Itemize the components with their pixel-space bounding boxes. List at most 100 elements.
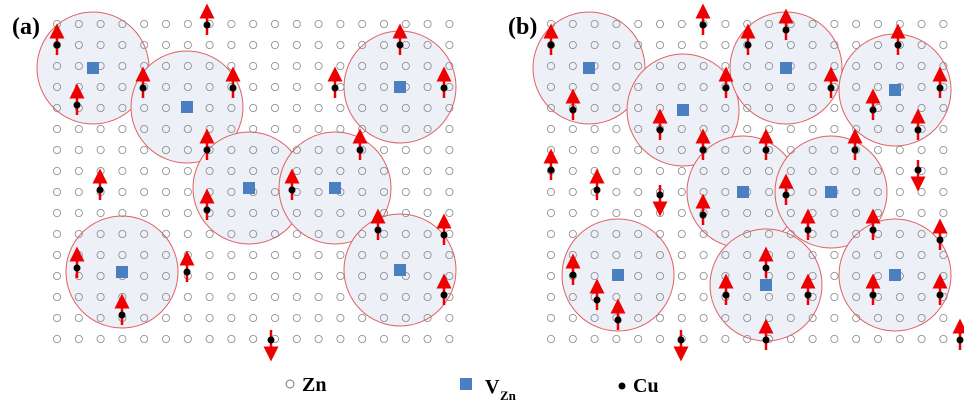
cu-atom xyxy=(657,192,664,199)
zn-atom xyxy=(75,167,82,174)
zn-atom xyxy=(75,314,82,321)
zn-atom xyxy=(656,167,663,174)
zn-atom xyxy=(141,146,148,153)
zn-atom xyxy=(293,335,300,342)
zn-atom xyxy=(744,20,751,27)
vzn-site xyxy=(329,182,341,194)
zn-atom xyxy=(293,125,300,132)
zn-atom xyxy=(678,272,685,279)
zn-atom xyxy=(141,335,148,342)
zn-atom xyxy=(75,335,82,342)
zn-atom xyxy=(184,188,191,195)
zn-atom xyxy=(874,335,881,342)
cu-atom xyxy=(119,312,126,319)
zn-atom xyxy=(722,62,729,69)
zn-atom xyxy=(162,335,169,342)
zn-atom xyxy=(250,83,257,90)
zn-atom xyxy=(271,293,278,300)
cu-legend-symbol xyxy=(619,383,626,390)
cu-atom xyxy=(140,85,147,92)
zn-atom xyxy=(250,104,257,111)
zn-atom xyxy=(337,293,344,300)
zn-atom xyxy=(184,314,191,321)
zn-atom xyxy=(569,335,576,342)
cu-atom xyxy=(548,167,555,174)
zn-atom xyxy=(315,251,322,258)
zn-atom xyxy=(787,335,794,342)
zn-atom xyxy=(271,62,278,69)
zn-atom xyxy=(446,314,453,321)
panel-label: (b) xyxy=(508,14,537,40)
zn-atom xyxy=(337,125,344,132)
zn-atom xyxy=(119,188,126,195)
zn-atom xyxy=(293,41,300,48)
zn-atom xyxy=(162,167,169,174)
zn-atom xyxy=(874,146,881,153)
zn-atom xyxy=(184,335,191,342)
zn-atom xyxy=(271,83,278,90)
zn-atom xyxy=(787,125,794,132)
zn-atom xyxy=(446,167,453,174)
zn-atom xyxy=(678,188,685,195)
zn-atom xyxy=(874,20,881,27)
zn-atom xyxy=(722,41,729,48)
zn-atom xyxy=(206,314,213,321)
zn-atom xyxy=(315,83,322,90)
zn-atom xyxy=(940,125,947,132)
zn-atom xyxy=(678,251,685,258)
zn-atom xyxy=(184,41,191,48)
zn-atom xyxy=(424,188,431,195)
zn-atom xyxy=(896,20,903,27)
zn-atom xyxy=(53,125,60,132)
cu-atom xyxy=(870,227,877,234)
vzn-site xyxy=(87,62,99,74)
vzn-site xyxy=(612,269,624,281)
cu-atom xyxy=(700,147,707,154)
zn-atom xyxy=(206,251,213,258)
zn-atom xyxy=(162,41,169,48)
zn-atom xyxy=(206,293,213,300)
zn-atom xyxy=(744,125,751,132)
zn-atom xyxy=(315,62,322,69)
cu-atom xyxy=(700,22,707,29)
cu-atom xyxy=(570,272,577,279)
zn-atom xyxy=(918,335,925,342)
zn-atom xyxy=(119,167,126,174)
zn-atom xyxy=(53,272,60,279)
zn-atom xyxy=(315,20,322,27)
zn-atom xyxy=(271,272,278,279)
zn-atom xyxy=(141,167,148,174)
zn-atom xyxy=(206,230,213,237)
zn-atom xyxy=(591,335,598,342)
vzn-site xyxy=(889,84,901,96)
zn-atom xyxy=(547,293,554,300)
zn-atom xyxy=(569,314,576,321)
zn-atom xyxy=(809,335,816,342)
zn-atom xyxy=(228,20,235,27)
zn-atom xyxy=(635,20,642,27)
zn-atom xyxy=(678,314,685,321)
zn-atom xyxy=(613,167,620,174)
cu-atom xyxy=(375,227,382,234)
zn-atom xyxy=(896,167,903,174)
cu-atom xyxy=(657,127,664,134)
cu-atom xyxy=(570,107,577,114)
cu-atom xyxy=(97,187,104,194)
zn-atom xyxy=(547,251,554,258)
zn-atom xyxy=(831,272,838,279)
legend-label: V xyxy=(485,376,500,398)
zn-atom xyxy=(97,209,104,216)
zn-atom xyxy=(635,146,642,153)
zn-atom xyxy=(635,335,642,342)
zn-atom xyxy=(656,335,663,342)
cu-atom xyxy=(828,85,835,92)
zn-atom xyxy=(547,146,554,153)
zn-atom xyxy=(940,335,947,342)
zn-atom xyxy=(337,41,344,48)
cu-atom xyxy=(397,42,404,49)
zn-atom xyxy=(228,335,235,342)
vzn-site xyxy=(583,62,595,74)
zn-atom xyxy=(446,209,453,216)
zn-atom xyxy=(53,314,60,321)
zn-atom xyxy=(359,314,366,321)
